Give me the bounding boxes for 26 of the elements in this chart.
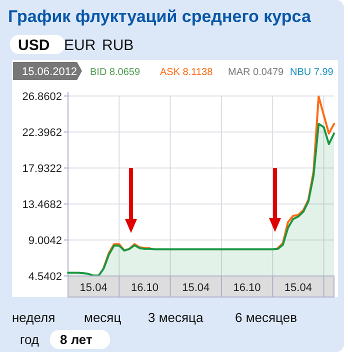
chart-title: График флуктуаций среднего курса: [8, 7, 312, 26]
x-tick-label: 15.04: [182, 282, 210, 294]
y-tick-label: 17.9322: [22, 162, 62, 175]
y-tick-label: 26.8602: [22, 90, 62, 103]
x-tick-label: 16.10: [130, 282, 158, 294]
text: BID 8.0659: [90, 67, 140, 78]
text: год: [20, 332, 40, 347]
y-tick-label: 4.5402: [28, 270, 62, 283]
text: 6 месяцев: [235, 310, 298, 325]
text: EUR: [64, 37, 96, 54]
x-tick-label: 16.10: [233, 282, 261, 294]
y-tick-label: 22.3962: [22, 126, 62, 139]
text: ASK 8.1138: [160, 67, 214, 78]
text: RUB: [102, 37, 134, 54]
text: MAR 0.0479: [228, 67, 284, 78]
text: 8 лет: [60, 332, 92, 347]
y-tick-label: 9.0042: [28, 234, 62, 247]
text: 3 месяца: [148, 310, 204, 325]
y-tick-label: 13.4682: [22, 198, 62, 211]
x-tick-label: 15.04: [284, 282, 312, 294]
text: месяц: [84, 310, 122, 325]
text: NBU 7.99: [290, 67, 334, 78]
x-tick-label: 15.04: [80, 282, 108, 294]
text: 15.06.2012: [22, 66, 78, 78]
text: USD: [18, 37, 50, 54]
text: неделя: [12, 310, 56, 325]
